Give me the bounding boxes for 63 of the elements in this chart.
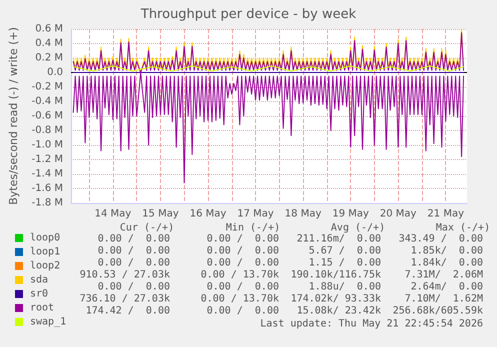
y-tick-label: -0.4 M	[32, 96, 63, 107]
legend-label: root	[30, 302, 54, 314]
text: 0.00 / 0.00	[206, 234, 279, 244]
text: Max (-/+)	[436, 222, 490, 234]
y-tick-label: -1.0 M	[32, 140, 63, 150]
y-tick-label: 0.6 M	[35, 24, 63, 34]
y-tick-label: 0.4 M	[35, 38, 63, 49]
text: 0.00 / 0.00	[98, 234, 170, 244]
text: Cur (-/+)	[120, 222, 174, 234]
x-tick-label: 19 May	[332, 208, 369, 220]
text: 7.31M/ 2.06M	[404, 270, 483, 280]
text: Min (-/+)	[226, 222, 280, 234]
legend-label: loop0	[30, 232, 60, 244]
y-tick-label: -1.8 M	[32, 198, 63, 208]
text: 256.68k/605.59k	[392, 306, 483, 316]
legend-label: loop1	[30, 246, 60, 258]
text: 5.67 / 0.00	[308, 246, 381, 256]
text: 2.64m/ 0.00	[410, 282, 483, 292]
y-tick-label: 0.2 M	[35, 52, 63, 64]
y-axis-title: Bytes/second read (-) / write (+)	[7, 27, 20, 205]
x-tick-label: 16 May	[190, 208, 226, 220]
text: 910.53 / 27.03k	[80, 270, 170, 280]
text: 0.00 / 13.70k	[200, 294, 279, 304]
text: 1.88u/ 0.00	[308, 282, 381, 292]
y-tick-label: -0.8 M	[32, 125, 63, 136]
text: 15.08k/ 23.42k	[296, 306, 381, 316]
text: 0.00 / 0.00	[206, 258, 279, 268]
text: 174.42 / 0.00	[86, 306, 170, 316]
y-tick-label: -1.2 M	[32, 154, 63, 165]
y-tick-label: -1.4 M	[32, 168, 63, 180]
text: 0.00 / 0.00	[206, 246, 279, 256]
x-tick-label: 20 May	[380, 208, 417, 220]
text: Last update: Thu May 21 22:45:54 2026	[260, 318, 483, 330]
text: 0.00 / 0.00	[98, 246, 170, 256]
y-tick-label: -0.6 M	[32, 110, 63, 122]
text: 0.00 / 0.00	[206, 282, 279, 292]
text: 0.00 / 13.70k	[200, 270, 279, 280]
x-tick-label: 21 May	[427, 208, 464, 220]
y-tick-label: -0.2 M	[32, 82, 63, 92]
text: 1.15 / 0.00	[308, 258, 381, 268]
text: 343.49 / 0.00	[398, 234, 483, 244]
legend-label: swap_1	[30, 316, 66, 328]
text: 0.00 / 0.00	[206, 306, 279, 316]
text: 7.10M/ 1.62M	[404, 294, 483, 304]
text: 0.00 / 0.00	[98, 282, 170, 292]
legend-label: loop2	[30, 260, 60, 272]
text: 1.85k/ 0.00	[410, 246, 483, 256]
text: 190.10k/116.75k	[290, 270, 381, 280]
text: 174.02k/ 93.33k	[290, 294, 381, 304]
x-tick-label: 18 May	[284, 208, 322, 220]
legend-label: sr0	[30, 288, 48, 300]
x-tick-label: 17 May	[237, 208, 274, 220]
text: Avg (-/+)	[330, 222, 386, 234]
text: 211.16m/ 0.00	[296, 234, 381, 244]
y-tick-label: 0.0	[47, 67, 63, 78]
text: 0.00 / 0.00	[98, 258, 170, 268]
text: 736.10 / 27.03k	[80, 294, 170, 304]
text: 1.84k/ 0.00	[410, 258, 483, 268]
legend-label: sda	[30, 274, 48, 286]
y-tick-label: -1.6 M	[32, 183, 63, 194]
chart-title: Throughput per device - by week	[140, 7, 357, 22]
x-tick-label: 15 May	[142, 208, 179, 220]
x-tick-label: 14 May	[94, 208, 132, 220]
